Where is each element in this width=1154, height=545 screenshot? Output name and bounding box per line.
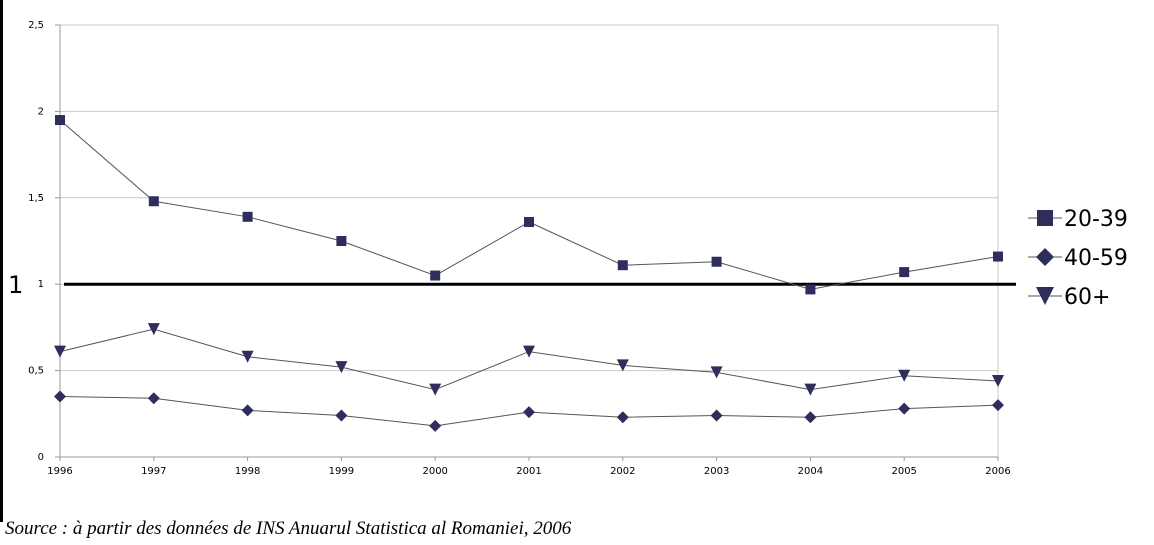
x-tick-label: 2000 <box>422 466 447 477</box>
data-point <box>147 392 160 405</box>
series-line <box>59 119 999 290</box>
line-chart: 0 0,5 1 1,5 2 2,5 1996 1997 1998 1999 2000 2001 2002… <box>8 20 1128 477</box>
data-point <box>241 350 254 363</box>
data-point <box>993 251 1003 262</box>
x-tick-label: 2003 <box>704 466 729 477</box>
data-point <box>523 406 535 419</box>
data-point <box>616 411 629 424</box>
data-point <box>617 260 628 271</box>
data-point <box>54 345 66 358</box>
x-tick-label: 1999 <box>329 466 354 477</box>
data-point <box>55 115 65 126</box>
data-point <box>992 374 1004 387</box>
data-point <box>805 284 816 295</box>
legend-label: 60+ <box>1064 285 1110 310</box>
data-point <box>335 361 348 374</box>
data-point <box>804 411 817 424</box>
y-tick-label: 2,5 <box>28 20 44 31</box>
reference-line-label: 1 <box>8 271 23 299</box>
legend-label: 20-39 <box>1064 207 1128 232</box>
series-20-39 <box>55 115 1003 295</box>
series-group <box>54 115 1004 432</box>
x-tick-label: 1996 <box>47 466 72 477</box>
data-point <box>429 383 442 396</box>
y-tick-label: 0 <box>38 452 44 463</box>
data-point <box>524 216 534 227</box>
data-point <box>992 399 1004 412</box>
legend-marker <box>1037 210 1053 226</box>
x-tick-label: 2005 <box>891 466 916 477</box>
reference-line-group: 1 <box>8 271 1016 299</box>
y-tick-label: 1 <box>38 279 44 290</box>
data-point <box>148 196 159 207</box>
data-point <box>711 256 722 267</box>
data-point <box>241 404 254 417</box>
data-point <box>147 323 160 336</box>
data-point <box>429 419 442 432</box>
frame-left-border <box>0 0 3 522</box>
y-tick-label: 2 <box>38 106 44 117</box>
y-tick-label: 0,5 <box>28 366 44 377</box>
series-60+ <box>54 323 1004 396</box>
data-point <box>335 409 348 422</box>
data-point <box>804 383 817 396</box>
x-tick-label: 2006 <box>985 466 1010 477</box>
y-tick-label: 1,5 <box>28 193 44 204</box>
x-tick-label: 2002 <box>610 466 635 477</box>
x-tick-label: 2001 <box>516 466 541 477</box>
data-point <box>898 369 911 382</box>
data-point <box>430 270 441 281</box>
source-caption: Source : à partir des données de INS Anu… <box>5 518 572 539</box>
gridlines <box>60 24 999 458</box>
legend: 20-39 40-59 60+ <box>1028 207 1128 310</box>
series-40-59 <box>54 390 1004 432</box>
data-point <box>899 267 910 278</box>
data-point <box>898 402 911 415</box>
data-point <box>54 390 66 403</box>
data-point <box>710 409 723 422</box>
axes: 0 0,5 1 1,5 2 2,5 1996 1997 1998 1999 2000 2001 2002… <box>28 20 1011 477</box>
x-tick-label: 2004 <box>798 466 823 477</box>
data-point <box>523 345 535 358</box>
data-point <box>616 359 629 372</box>
x-tick-label: 1998 <box>235 466 260 477</box>
x-tick-label: 1997 <box>141 466 166 477</box>
legend-marker <box>1036 248 1054 266</box>
legend-marker <box>1036 287 1054 305</box>
data-point <box>710 366 723 379</box>
legend-item: 20-39 <box>1028 207 1128 232</box>
legend-item: 60+ <box>1028 285 1110 310</box>
data-point <box>242 211 253 222</box>
series-line <box>59 328 999 391</box>
legend-label: 40-59 <box>1064 246 1128 271</box>
legend-item: 40-59 <box>1028 246 1128 271</box>
data-point <box>336 236 347 246</box>
